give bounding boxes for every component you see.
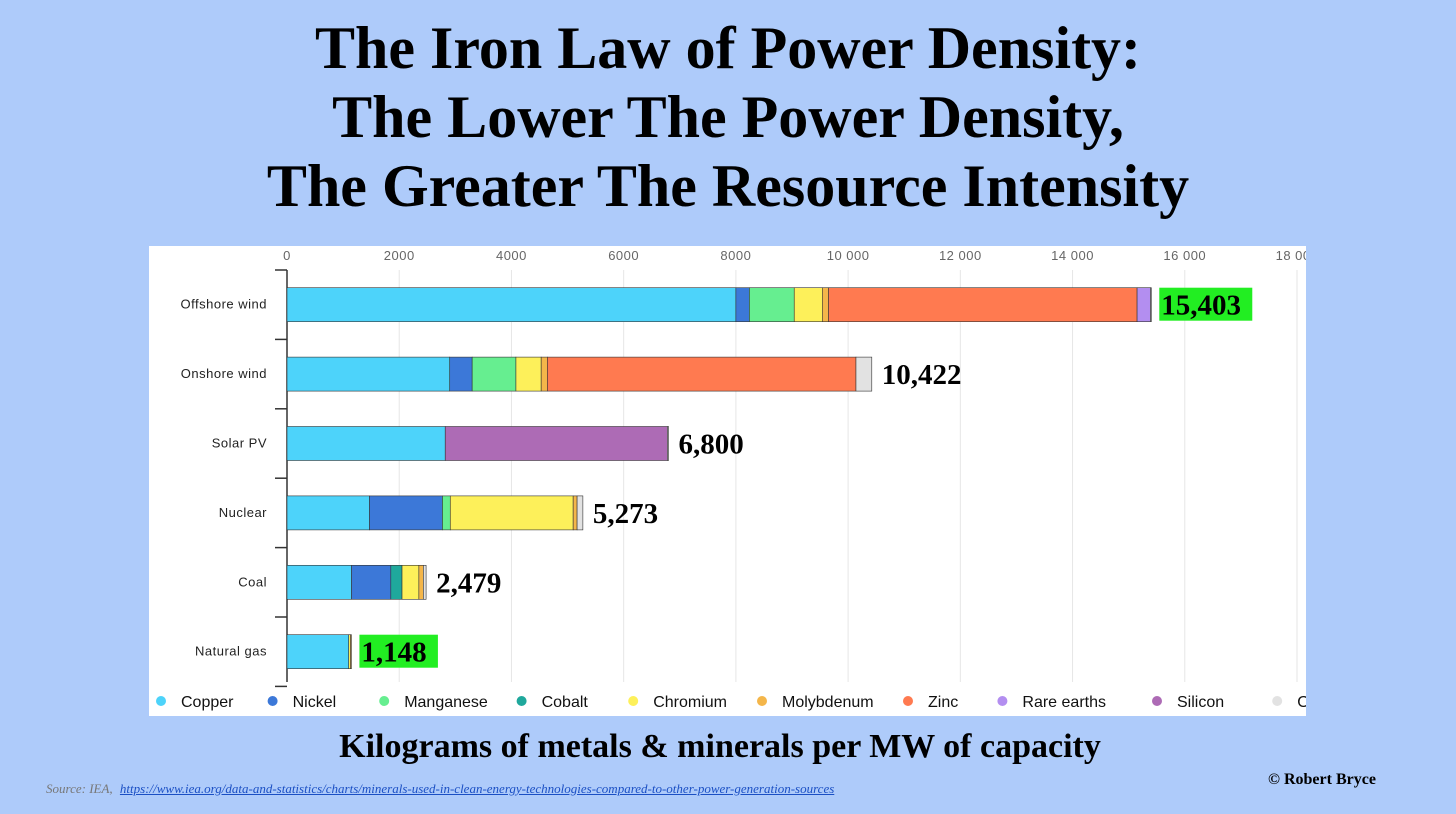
- x-tick-label: 12 000: [939, 248, 982, 263]
- legend-swatch: [997, 696, 1008, 706]
- source-link[interactable]: https://www.iea.org/data-and-statistics/…: [119, 781, 835, 796]
- x-tick-label: 0: [283, 248, 291, 263]
- bar-segment-others: [576, 495, 584, 531]
- total-label: 6,800: [679, 429, 744, 461]
- legend-swatch: [1272, 696, 1283, 706]
- x-tick-label: 2000: [384, 248, 415, 263]
- legend-label: Others: [1297, 694, 1306, 711]
- total-highlight: [1159, 287, 1253, 321]
- bar-segment-molybdenum: [540, 356, 548, 392]
- legend-swatch: [267, 696, 278, 706]
- x-tick-label: 16 000: [1163, 248, 1206, 263]
- copyright: © Robert Bryce: [1268, 771, 1376, 788]
- bar-segment-others: [423, 564, 427, 600]
- category-label: Coal: [238, 574, 267, 589]
- legend-label: Copper: [181, 694, 234, 711]
- total-label: 15,403: [1161, 290, 1241, 322]
- chart-title: The Iron Law of Power Density: The Lower…: [0, 14, 1456, 221]
- bar-segment-nickel: [735, 287, 750, 323]
- bar-segment-chromium: [449, 495, 574, 531]
- bar-chart: 0 2000 4000 6000 8000 10 000 12 000 14 000 16 00…: [156, 248, 1306, 711]
- legend-swatch: [903, 696, 913, 706]
- bar-segment-molybdenum: [821, 287, 829, 323]
- legend-label: Cobalt: [542, 694, 589, 711]
- total-highlight: [359, 634, 438, 668]
- title-line-1: The Iron Law of Power Density:: [314, 15, 1142, 81]
- total-label: 5,273: [593, 498, 658, 530]
- bar-segment-others: [855, 356, 873, 392]
- category-label: Solar PV: [212, 436, 267, 451]
- legend-swatch: [628, 696, 639, 706]
- bar-segment-chromium: [515, 356, 542, 392]
- category-label: Nuclear: [219, 505, 267, 520]
- x-tick-label: 4000: [496, 248, 527, 263]
- bar-segment-zinc: [828, 287, 1138, 323]
- source-prefix: Source: IEA,: [46, 781, 113, 796]
- x-tick-label: 18 000: [1276, 248, 1306, 263]
- bar-segment-others: [667, 426, 669, 461]
- category-label: Natural gas: [195, 644, 267, 659]
- bar-segment-chromium: [793, 287, 823, 323]
- bar-segment-manganese: [749, 287, 795, 323]
- bar-segment-copper: [286, 564, 352, 600]
- legend-swatch: [757, 696, 767, 706]
- bar-segment-manganese: [442, 495, 451, 531]
- bar-segment-rare-earths: [1136, 287, 1151, 323]
- bar-segment-copper: [286, 634, 350, 670]
- legend-label: Nickel: [293, 694, 337, 711]
- bar-segment-copper: [286, 426, 446, 461]
- bar-segment-copper: [286, 287, 737, 323]
- bar-segment-molybdenum: [350, 634, 352, 670]
- bar-segment-copper: [286, 356, 451, 392]
- bar-segment-molybdenum: [418, 564, 424, 600]
- bar-segment-molybdenum: [572, 495, 578, 531]
- title-line-3: The Greater The Resource Intensity: [266, 153, 1190, 219]
- bar-segment-manganese: [471, 356, 517, 392]
- legend-label: Silicon: [1177, 694, 1224, 711]
- legend-label: Zinc: [928, 694, 958, 711]
- legend-label: Molybdenum: [782, 694, 874, 711]
- total-label: 1,148: [361, 637, 426, 669]
- x-tick-label: 10 000: [827, 248, 870, 263]
- legend-label: Manganese: [404, 694, 488, 711]
- legend-label: Chromium: [653, 694, 727, 711]
- x-tick-label: 6000: [608, 248, 639, 263]
- x-axis-title: Kilograms of metals & minerals per MW of…: [339, 728, 1101, 765]
- chart-panel: 0 2000 4000 6000 8000 10 000 12 000 14 000 16 00…: [149, 246, 1306, 716]
- bar-segment-nickel: [351, 564, 392, 600]
- bar-segment-cobalt: [390, 564, 403, 600]
- bar-segment-nickel: [369, 495, 443, 531]
- bar-segment-zinc: [547, 356, 857, 392]
- title-line-2: The Lower The Power Density,: [332, 84, 1124, 150]
- legend-swatch: [516, 696, 527, 706]
- total-label: 2,479: [436, 567, 501, 599]
- bar-segment-others: [1150, 287, 1152, 323]
- legend-label: Rare earths: [1022, 694, 1106, 711]
- x-tick-label: 8000: [720, 248, 751, 263]
- bar-segment-silicon: [444, 426, 668, 461]
- bar-segment-nickel: [449, 356, 473, 392]
- category-label: Offshore wind: [181, 297, 267, 312]
- legend-swatch: [156, 696, 166, 706]
- x-tick-label: 14 000: [1051, 248, 1094, 263]
- category-label: Onshore wind: [181, 366, 267, 381]
- bar-segment-copper: [286, 495, 370, 531]
- bar-segment-chromium: [401, 564, 420, 600]
- legend-swatch: [379, 696, 390, 706]
- total-label: 10,422: [882, 359, 962, 391]
- legend-swatch: [1152, 696, 1162, 706]
- source-line: Source: IEA, https://www.iea.org/data-an…: [46, 781, 834, 797]
